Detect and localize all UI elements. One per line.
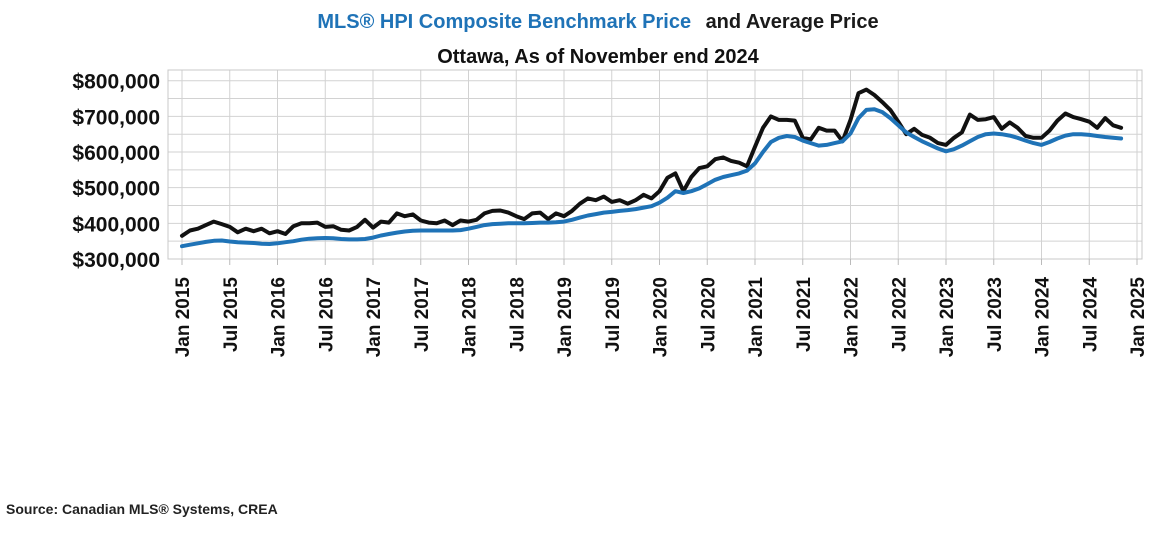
x-tick-label: Jan 2019 bbox=[555, 277, 576, 357]
x-tick-label: Jul 2020 bbox=[698, 277, 719, 352]
x-tick-label: Jul 2019 bbox=[603, 277, 624, 352]
x-tick-label: Jan 2025 bbox=[1128, 277, 1149, 358]
x-tick-label: Jan 2016 bbox=[269, 277, 290, 357]
average-price-line bbox=[180, 87, 1124, 238]
chart-subtitle: Ottawa, As of November end 2024 bbox=[437, 46, 759, 68]
y-tick-label: $800,000 bbox=[72, 71, 160, 94]
x-axis: Jan 2015 Jul 2015 Jan 2016 Jul 2016 Jan 2017… bbox=[173, 259, 1149, 357]
x-tick-label: Jan 2022 bbox=[842, 277, 863, 357]
x-tick-label: Jul 2016 bbox=[316, 277, 337, 352]
grid bbox=[168, 70, 1142, 259]
x-tick-label: Jul 2018 bbox=[507, 277, 528, 352]
x-tick-label: Jan 2024 bbox=[1033, 277, 1054, 358]
x-tick-label: Jan 2017 bbox=[364, 277, 385, 357]
y-axis: $800,000 $700,000 $600,000 $500,000 $400,000… bbox=[72, 71, 160, 272]
x-tick-label: Jan 2021 bbox=[746, 277, 767, 358]
x-tick-label: Jul 2015 bbox=[221, 277, 242, 352]
x-tick-label: Jul 2024 bbox=[1080, 277, 1101, 352]
plot-area bbox=[167, 69, 1143, 260]
chart-title-part1: MLS® HPI Composite Benchmark Price bbox=[317, 11, 691, 33]
x-tick-label: Jan 2015 bbox=[173, 277, 194, 358]
x-tick-label: Jan 2020 bbox=[651, 277, 672, 357]
y-tick-label: $600,000 bbox=[72, 142, 160, 165]
x-tick-label: Jul 2023 bbox=[985, 277, 1006, 352]
hpi-benchmark-line bbox=[180, 107, 1124, 249]
x-tick-label: Jul 2021 bbox=[794, 277, 815, 352]
x-tick-label: Jan 2023 bbox=[937, 277, 958, 357]
y-tick-label: $500,000 bbox=[72, 178, 160, 201]
x-tick-label: Jul 2022 bbox=[889, 277, 910, 352]
y-tick-label: $700,000 bbox=[72, 106, 160, 129]
chart-title: MLS® HPI Composite Benchmark Price and A… bbox=[317, 11, 878, 33]
y-tick-label: $300,000 bbox=[72, 249, 160, 272]
source-note: Source: Canadian MLS® Systems, CREA bbox=[6, 501, 278, 517]
chart-title-part2: and Average Price bbox=[706, 11, 879, 33]
x-tick-label: Jan 2018 bbox=[460, 277, 481, 357]
y-tick-label: $400,000 bbox=[72, 213, 160, 236]
x-tick-label: Jul 2017 bbox=[412, 277, 433, 352]
series bbox=[180, 87, 1124, 249]
